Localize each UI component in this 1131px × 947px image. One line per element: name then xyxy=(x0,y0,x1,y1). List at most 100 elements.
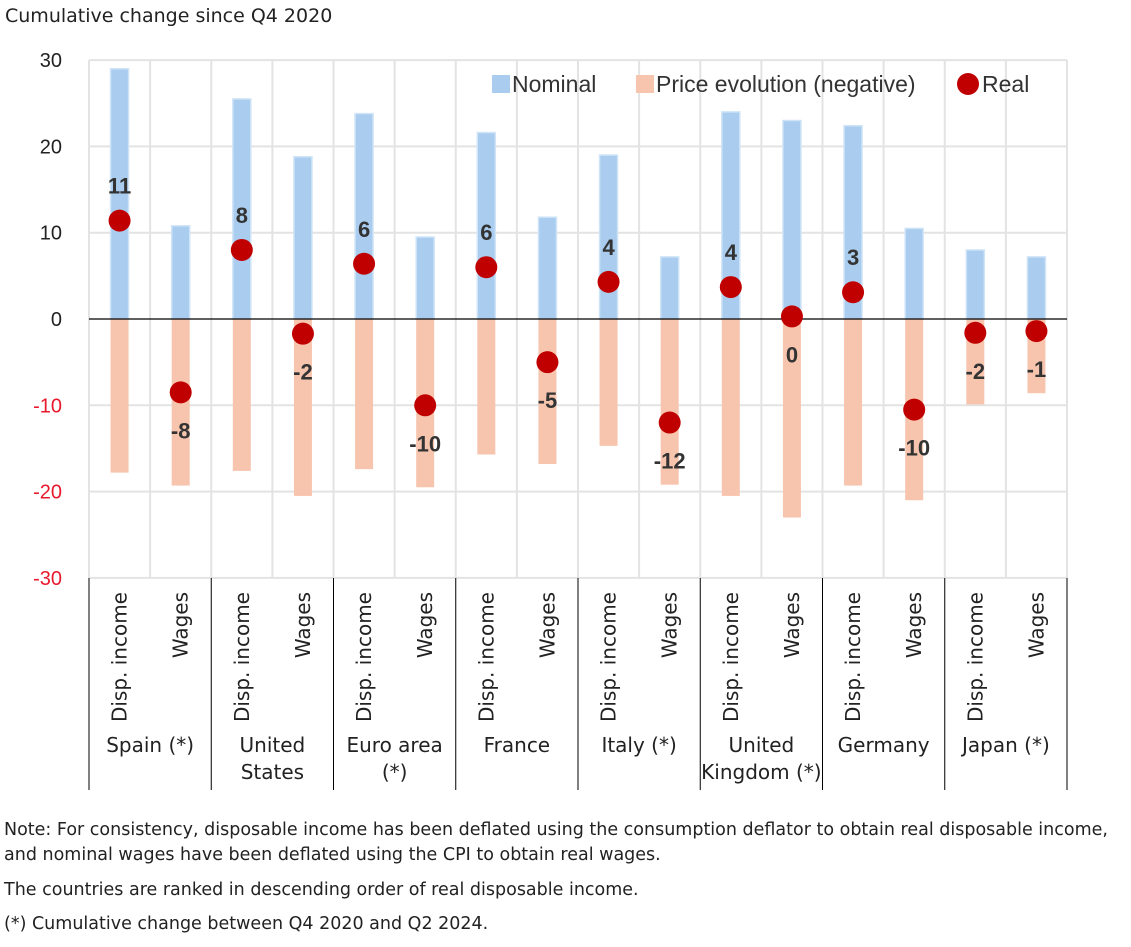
country-label: States xyxy=(241,760,304,784)
legend-label: Nominal xyxy=(512,71,596,97)
x-category-label: Disp. income xyxy=(230,592,254,722)
price-bar xyxy=(660,319,679,485)
chart: 30 20 10 0 -10 -20 -30 11 -8 8 -2 6 -10 6 -5 4 -12 4 0 3 -1… xyxy=(33,50,1068,790)
country-label: (*) xyxy=(382,760,408,784)
x-category-label: Wages xyxy=(780,592,804,658)
x-category-label: Disp. income xyxy=(474,592,498,722)
real-data-label: -12 xyxy=(654,449,686,474)
nominal-bar xyxy=(415,236,435,320)
real-dot xyxy=(414,394,437,417)
x-category-label: Disp. income xyxy=(352,592,376,722)
nominal-bar xyxy=(965,249,986,320)
price-bar xyxy=(844,319,863,486)
real-data-label: 4 xyxy=(725,240,738,265)
real-dot xyxy=(658,411,681,434)
x-axis: Disp. income Wages Disp. income Wages Disp. … xyxy=(88,578,1068,790)
x-category-label: Wages xyxy=(658,592,682,658)
legend: Nominal Price evolution (negative) Real xyxy=(492,71,1029,97)
y-tick-label: 30 xyxy=(40,50,62,72)
y-tick-label: -10 xyxy=(33,395,62,417)
legend-label: Price evolution (negative) xyxy=(656,71,916,97)
legend-swatch xyxy=(492,75,510,93)
y-axis-ticks: 30 20 10 0 -10 -20 -30 xyxy=(33,50,62,590)
y-tick-label: 0 xyxy=(51,309,62,331)
x-category-label: Wages xyxy=(902,592,926,658)
x-category-label: Wages xyxy=(291,592,315,658)
y-tick-label: 10 xyxy=(40,223,62,245)
x-category-label: Disp. income xyxy=(108,592,132,722)
nominal-bar xyxy=(782,119,802,320)
x-category-label: Disp. income xyxy=(597,592,621,722)
real-dot xyxy=(169,381,192,404)
real-data-label: -10 xyxy=(409,431,441,456)
x-category-label: Wages xyxy=(535,592,559,658)
real-data-label: 4 xyxy=(602,235,615,260)
real-dot xyxy=(230,238,253,261)
real-dot xyxy=(903,398,926,421)
real-data-label: -10 xyxy=(898,436,930,461)
country-label: France xyxy=(484,733,551,757)
nominal-bar xyxy=(537,216,558,320)
real-dot xyxy=(780,305,803,328)
real-dots xyxy=(108,209,1048,434)
real-dot xyxy=(1025,320,1048,343)
real-data-label: -1 xyxy=(1027,357,1047,382)
price-bar xyxy=(721,319,740,496)
real-dot xyxy=(536,351,559,374)
x-category-label: Wages xyxy=(169,592,193,658)
real-data-label: 8 xyxy=(236,203,248,228)
price-bar xyxy=(355,319,374,470)
real-dot xyxy=(291,322,314,345)
nominal-bar xyxy=(293,156,313,320)
nominal-bar xyxy=(170,225,191,320)
legend-swatch xyxy=(957,73,979,95)
y-tick-label: -20 xyxy=(33,482,62,504)
real-dot xyxy=(719,276,742,299)
x-category-label: Wages xyxy=(1024,592,1048,658)
price-bar xyxy=(599,319,618,446)
note-period: (*) Cumulative change between Q4 2020 an… xyxy=(4,914,489,934)
real-dot xyxy=(353,252,376,275)
real-data-label: 3 xyxy=(847,245,859,270)
nominal-bar xyxy=(659,256,680,320)
x-category-label: Disp. income xyxy=(719,592,743,722)
real-dot xyxy=(842,281,865,304)
real-dot xyxy=(108,209,131,232)
country-label: Spain (*) xyxy=(106,733,194,757)
nominal-bar xyxy=(904,227,924,320)
country-label: Germany xyxy=(838,733,930,757)
note-methodology: Note: For consistency, disposable income… xyxy=(4,820,1108,865)
x-category-label: Disp. income xyxy=(963,592,987,722)
legend-label: Real xyxy=(982,71,1029,97)
legend-swatch xyxy=(636,75,654,93)
country-label: Japan (*) xyxy=(960,733,1050,757)
real-data-label: -2 xyxy=(966,359,986,384)
real-data-label: 6 xyxy=(358,217,370,242)
price-bar xyxy=(782,319,801,518)
country-label: United xyxy=(729,733,795,757)
data-labels: 11 -8 8 -2 6 -10 6 -5 4 -12 4 0 3 -10 -2 -1 xyxy=(108,174,1046,474)
country-label: Kingdom (*) xyxy=(701,760,821,784)
x-category-label: Disp. income xyxy=(841,592,865,722)
real-data-label: -8 xyxy=(171,418,191,443)
country-label: United xyxy=(240,733,306,757)
x-category-label: Wages xyxy=(413,592,437,658)
country-label: Italy (*) xyxy=(601,733,676,757)
nominal-bar xyxy=(1026,256,1047,320)
country-label: Euro area xyxy=(346,733,442,757)
price-bar xyxy=(293,319,312,496)
price-bar xyxy=(477,319,496,455)
real-dot xyxy=(475,256,498,279)
real-data-label: -5 xyxy=(538,388,558,413)
real-dot xyxy=(964,321,987,344)
real-data-label: -2 xyxy=(293,360,313,385)
real-data-label: 11 xyxy=(108,174,131,199)
real-dot xyxy=(597,270,620,293)
note-ranking: The countries are ranked in descending o… xyxy=(4,880,639,900)
price-bar xyxy=(232,319,251,471)
price-bar xyxy=(110,319,129,473)
y-tick-label: 20 xyxy=(40,136,62,158)
y-tick-label: -30 xyxy=(33,568,62,590)
real-data-label: 6 xyxy=(480,220,492,245)
real-data-label: 0 xyxy=(786,342,798,367)
